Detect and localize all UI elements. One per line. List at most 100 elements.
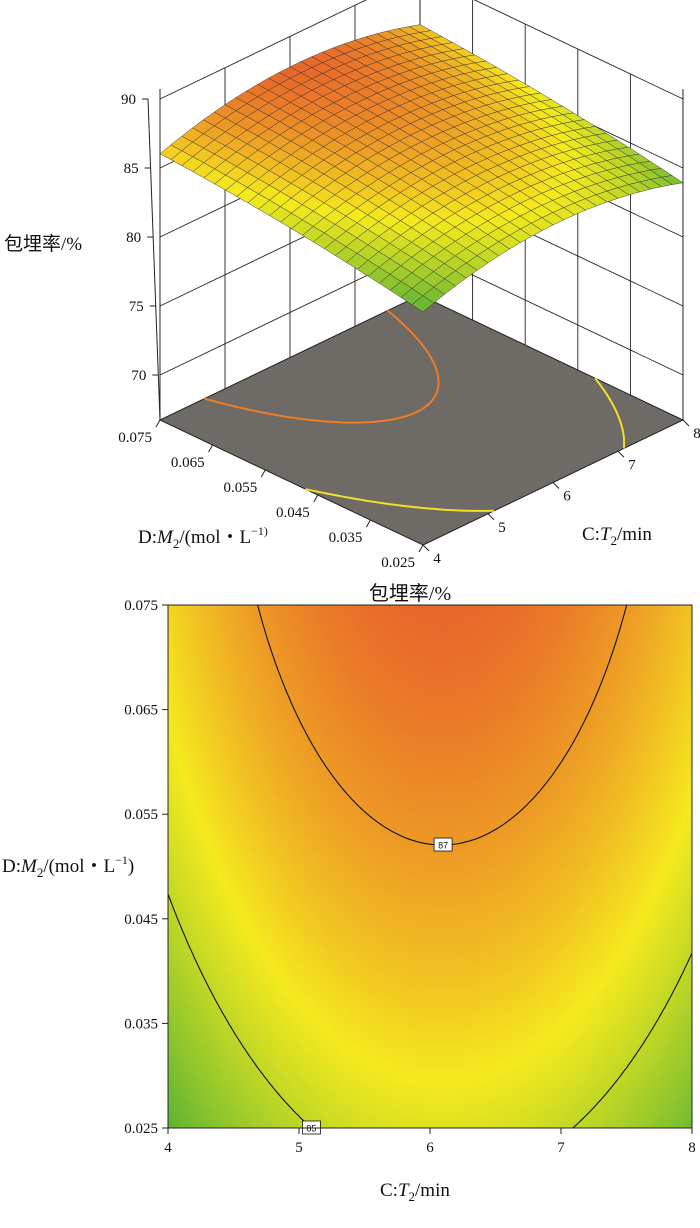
heatmap-cell: [258, 690, 265, 697]
heatmap-cell: [233, 881, 240, 888]
heatmap-cell: [304, 901, 310, 908]
heatmap-cell: [248, 1122, 255, 1128]
heatmap-cell: [263, 645, 270, 651]
heatmap-cell: [369, 665, 376, 671]
heatmap-cell: [218, 640, 225, 646]
heatmap-cell: [293, 1037, 300, 1044]
heatmap-cell: [223, 997, 230, 1003]
heatmap-cell: [304, 791, 310, 797]
heatmap-cell: [349, 866, 356, 873]
heatmap-cell: [324, 786, 330, 792]
heatmap-cell: [334, 891, 340, 898]
heatmap-cell: [213, 695, 219, 702]
heatmap-cell: [299, 1092, 305, 1099]
heatmap-cell: [253, 896, 260, 903]
heatmap-cell: [228, 891, 235, 898]
heatmap-cell: [288, 796, 295, 802]
heatmap-cell: [329, 640, 335, 646]
heatmap-cell: [334, 710, 340, 717]
heatmap-cell: [349, 836, 356, 842]
heatmap-cell: [278, 1022, 285, 1029]
heatmap-cell: [253, 1117, 260, 1124]
heatmap-cell: [374, 770, 381, 777]
heatmap-cell: [283, 941, 290, 948]
heatmap-cell: [288, 1087, 295, 1094]
heatmap-cell: [228, 1082, 235, 1089]
heatmap-cell: [193, 1077, 199, 1084]
heatmap-cell: [198, 851, 204, 858]
heatmap-cell: [304, 740, 310, 747]
heatmap-cell: [299, 962, 305, 968]
heatmap-cell: [238, 635, 245, 641]
heatmap-cell: [228, 1077, 235, 1084]
heatmap-cell: [314, 615, 320, 621]
heatmap-cell: [314, 665, 320, 671]
heatmap-cell: [329, 1007, 335, 1013]
heatmap-cell: [213, 836, 219, 842]
heatmap-cell: [278, 811, 285, 817]
heatmap-cell: [268, 1027, 275, 1034]
heatmap-cell: [258, 1052, 265, 1059]
heatmap-cell: [243, 690, 250, 697]
heatmap-cell: [283, 987, 290, 993]
heatmap-cell: [208, 625, 214, 631]
heatmap-cell: [213, 1067, 219, 1074]
heatmap-cell: [253, 1052, 260, 1059]
heatmap-cell: [359, 1007, 366, 1013]
heatmap-cell: [304, 1032, 310, 1039]
heatmap-cell: [168, 1087, 174, 1094]
heatmap-cell: [238, 660, 245, 666]
heatmap-cell: [238, 1052, 245, 1059]
heatmap-cell: [324, 861, 330, 868]
heatmap-cell: [344, 1052, 350, 1059]
heatmap-cell: [354, 982, 361, 988]
heatmap-cell: [233, 1102, 240, 1109]
heatmap-cell: [193, 1112, 199, 1119]
heatmap-cell: [293, 645, 300, 651]
heatmap-cell: [293, 615, 300, 621]
heatmap-cell: [168, 946, 174, 953]
heatmap-cell: [359, 1012, 366, 1018]
heatmap-cell: [173, 926, 179, 933]
heatmap-cell: [334, 876, 340, 883]
heatmap-cell: [223, 987, 230, 993]
heatmap-cell: [198, 710, 204, 717]
heatmap-cell: [334, 896, 340, 903]
heatmap-cell: [293, 856, 300, 863]
heatmap-cell: [223, 1057, 230, 1064]
heatmap-cell: [243, 1067, 250, 1074]
heatmap-cell: [218, 987, 225, 993]
heatmap-cell: [344, 1092, 350, 1099]
heatmap-cell: [178, 1002, 184, 1008]
y-tick: [208, 444, 214, 453]
heatmap-cell: [208, 791, 214, 797]
heatmap-cell: [238, 620, 245, 626]
heatmap-cell: [248, 1112, 255, 1119]
heatmap-cell: [339, 1092, 345, 1099]
heatmap-cell: [273, 755, 280, 762]
heatmap-cell: [293, 826, 300, 832]
heatmap-cell: [193, 1097, 199, 1104]
heatmap-cell: [374, 861, 381, 868]
heatmap-cell: [248, 720, 255, 727]
heatmap-cell: [349, 725, 356, 732]
heatmap-cell: [293, 796, 300, 802]
heatmap-cell: [359, 700, 366, 707]
heatmap-cell: [299, 1042, 305, 1049]
heatmap-cell: [283, 710, 290, 717]
heatmap-cell: [278, 846, 285, 853]
heatmap-cell: [223, 1122, 230, 1128]
heatmap-cell: [183, 620, 189, 626]
heatmap-cell: [344, 841, 350, 847]
heatmap-cell: [324, 750, 330, 757]
heatmap-cell: [319, 1032, 325, 1039]
heatmap-cell: [243, 967, 250, 973]
heatmap-cell: [304, 906, 310, 913]
heatmap-cell: [314, 1082, 320, 1089]
heatmap-cell: [238, 1107, 245, 1114]
heatmap-cell: [288, 695, 295, 702]
heatmap-cell: [359, 1017, 366, 1023]
heatmap-cell: [344, 775, 350, 782]
heatmap-cell: [283, 1122, 290, 1128]
heatmap-cell: [168, 620, 174, 626]
